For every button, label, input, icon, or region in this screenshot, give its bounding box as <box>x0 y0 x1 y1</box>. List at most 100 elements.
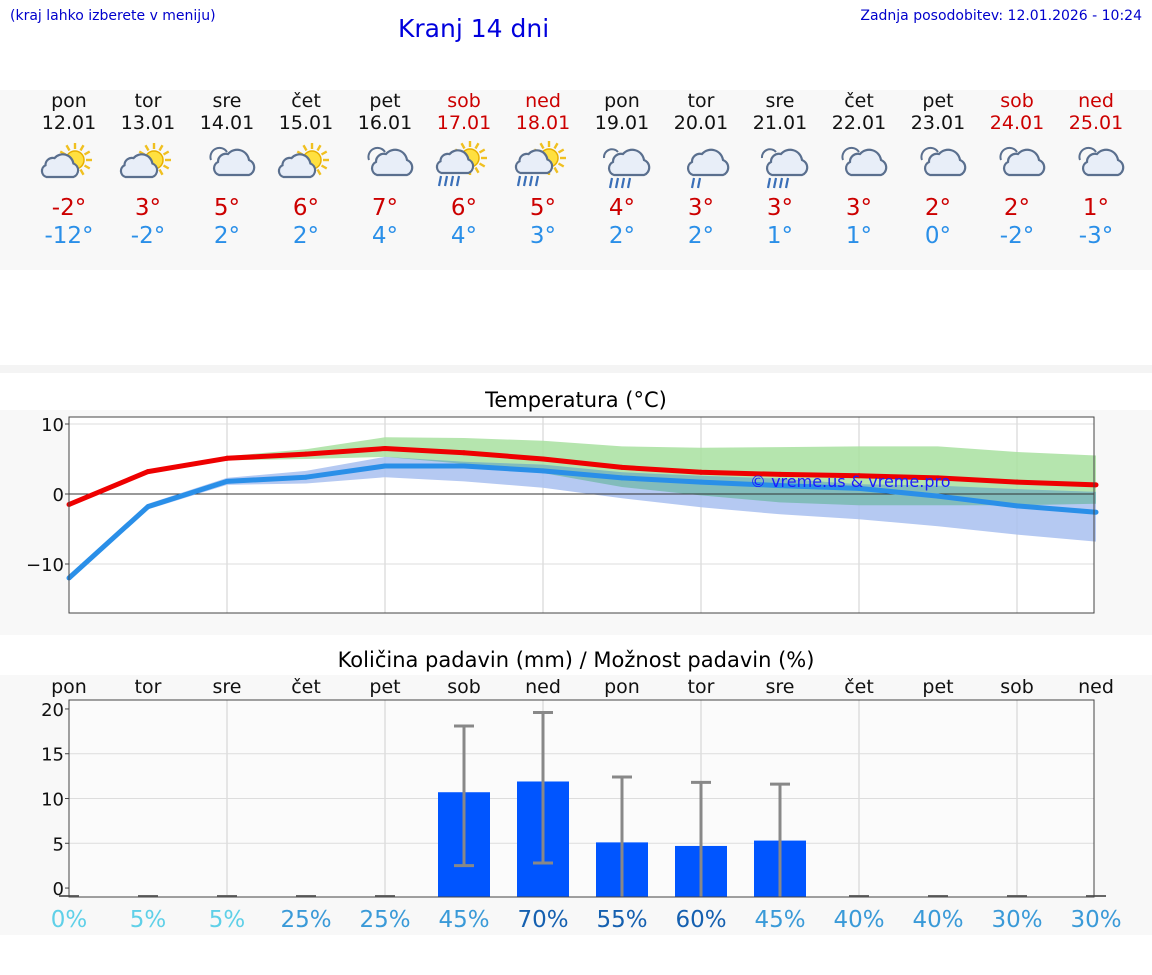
temp-max: 3° <box>134 195 162 221</box>
y-tick-label: 10 <box>41 415 64 436</box>
day-date: 18.01 <box>515 112 571 134</box>
day-date: 25.01 <box>1068 112 1124 134</box>
sun-cloud-icon <box>108 138 188 194</box>
day-date: 16.01 <box>357 112 413 134</box>
precip-probability: 25% <box>359 907 410 933</box>
temp-min: 2° <box>608 223 636 249</box>
temp-max: 1° <box>1082 195 1110 221</box>
sun-cloud-icon <box>266 138 346 194</box>
max-temp-line-point <box>303 451 309 457</box>
day-date: 14.01 <box>199 112 255 134</box>
temp-min: 0° <box>924 223 952 249</box>
max-temp-line-point <box>224 455 230 461</box>
min-temp-line-point <box>1093 509 1099 515</box>
precip-probability: 5% <box>209 907 246 933</box>
day-name: tor <box>134 90 162 112</box>
last-updated: Zadnja posodobitev: 12.01.2026 - 10:24 <box>860 8 1142 24</box>
cloud-rain-icon <box>582 138 662 194</box>
day-forecast: pet 23.01 2° 0° <box>898 90 978 250</box>
day-forecast: sob 17.01 6° 4° <box>424 90 504 250</box>
temp-max: 3° <box>687 195 715 221</box>
temp-min: 1° <box>766 223 794 249</box>
min-temp-line-point <box>382 463 388 469</box>
cloud-icon <box>345 138 425 194</box>
category-label: čet <box>291 676 321 698</box>
category-label: sob <box>447 676 481 698</box>
temp-min: 2° <box>292 223 320 249</box>
temp-max: 3° <box>845 195 873 221</box>
temp-max: 2° <box>924 195 952 221</box>
watermark: © vreme.us & vreme.pro <box>750 472 951 491</box>
temp-max: 3° <box>766 195 794 221</box>
day-name: pet <box>369 90 401 112</box>
cloud-rain-icon <box>740 138 820 194</box>
day-date: 22.01 <box>831 112 887 134</box>
max-temp-line-point <box>619 464 625 470</box>
day-date: 13.01 <box>120 112 176 134</box>
max-temp-line-point <box>145 469 151 475</box>
cloud-light-rain-icon <box>661 138 741 194</box>
day-forecast: pon 19.01 4° 2° <box>582 90 662 250</box>
precip-probability: 70% <box>517 907 568 933</box>
precipitation-chart-title: Količina padavin (mm) / Možnost padavin … <box>337 648 815 672</box>
temp-min: 4° <box>450 223 478 249</box>
page-title: Kranj 14 dni <box>398 14 550 43</box>
max-temp-line-point <box>461 450 467 456</box>
y-tick-label: 0 <box>53 879 64 900</box>
temp-max: 5° <box>213 195 241 221</box>
day-forecast: ned 18.01 5° 3° <box>503 90 583 250</box>
separator <box>0 365 1152 373</box>
y-tick-label: −10 <box>26 555 64 576</box>
cloud-icon <box>977 138 1057 194</box>
max-temp-line-point <box>540 456 546 462</box>
day-forecast: čet 22.01 3° 1° <box>819 90 899 250</box>
temp-max: 6° <box>450 195 478 221</box>
max-temp-line-point <box>935 475 941 481</box>
day-name: sre <box>212 90 242 112</box>
max-temp-line-point <box>698 469 704 475</box>
category-label: tor <box>135 676 162 698</box>
max-temp-line-point <box>777 471 783 477</box>
day-forecast: pet 16.01 7° 4° <box>345 90 425 250</box>
temp-max: 2° <box>1003 195 1031 221</box>
temp-max: 5° <box>529 195 557 221</box>
precip-probability: 60% <box>675 907 726 933</box>
day-name: sob <box>1000 90 1034 112</box>
plot-border <box>68 416 1095 614</box>
precip-probability: 40% <box>912 907 963 933</box>
precip-probability: 45% <box>438 907 489 933</box>
cloud-icon <box>187 138 267 194</box>
precip-probability: 5% <box>130 907 167 933</box>
min-temp-line-point <box>145 504 151 510</box>
sun-cloud-rain-icon <box>503 138 583 194</box>
day-name: ned <box>525 90 561 112</box>
max-temp-line-point <box>1014 479 1020 485</box>
day-forecast: ned 25.01 1° -3° <box>1056 90 1136 250</box>
day-forecast: sob 24.01 2° -2° <box>977 90 1057 250</box>
day-name: pon <box>51 90 87 112</box>
precip-probability: 55% <box>596 907 647 933</box>
day-date: 19.01 <box>594 112 650 134</box>
min-temp-line-point <box>1014 503 1020 509</box>
temp-max: 4° <box>608 195 636 221</box>
day-name: čet <box>844 90 874 112</box>
category-label: ned <box>525 676 561 698</box>
day-forecast: sre 14.01 5° 2° <box>187 90 267 250</box>
temp-min: 2° <box>213 223 241 249</box>
category-label: sre <box>213 676 242 698</box>
min-temp-line-point <box>224 478 230 484</box>
day-name: čet <box>291 90 321 112</box>
temp-min: -2° <box>130 223 166 249</box>
day-date: 17.01 <box>436 112 492 134</box>
day-date: 15.01 <box>278 112 334 134</box>
day-name: tor <box>687 90 715 112</box>
min-temp-line-point <box>619 475 625 481</box>
y-tick-label: 20 <box>41 700 64 721</box>
category-label: tor <box>688 676 715 698</box>
cloud-icon <box>1056 138 1136 194</box>
day-name: sob <box>447 90 481 112</box>
day-name: ned <box>1078 90 1114 112</box>
max-temp-line-point <box>382 446 388 451</box>
day-forecast: sre 21.01 3° 1° <box>740 90 820 250</box>
precip-probability: 25% <box>280 907 331 933</box>
